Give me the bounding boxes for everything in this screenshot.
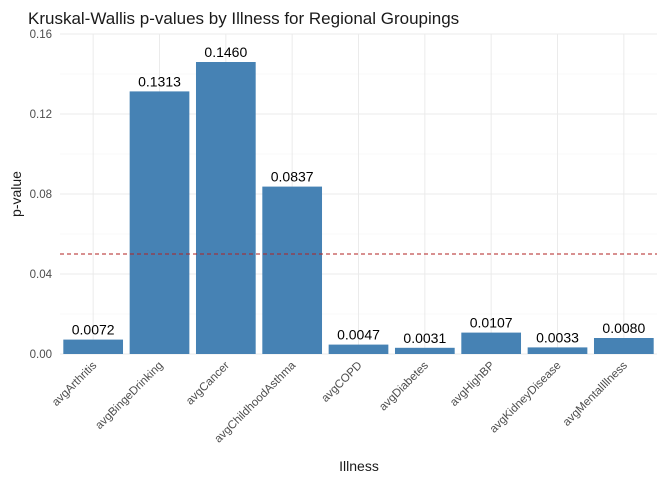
data-label: 0.0080 bbox=[602, 320, 645, 336]
bars bbox=[63, 62, 654, 355]
data-label: 0.1460 bbox=[204, 44, 247, 60]
x-tick-label: avgArthritis bbox=[50, 359, 99, 408]
x-tick-label: avgHighBP bbox=[448, 359, 497, 408]
x-tick-label: avgKidneyDisease bbox=[488, 360, 564, 436]
data-label: 0.0047 bbox=[337, 327, 380, 343]
data-label: 0.0031 bbox=[403, 330, 446, 346]
data-label: 0.0837 bbox=[271, 169, 314, 185]
data-label: 0.0072 bbox=[72, 322, 115, 338]
data-labels: 0.0072 0.1313 0.1460 0.0837 0.0047 0.0031 0.01… bbox=[72, 44, 646, 346]
bar bbox=[328, 344, 389, 354]
bar bbox=[63, 339, 124, 354]
bar bbox=[394, 347, 455, 354]
y-tick-label: 0.08 bbox=[30, 189, 52, 201]
data-label: 0.0107 bbox=[470, 315, 513, 331]
y-axis-label: p-value bbox=[8, 171, 24, 217]
bar bbox=[461, 332, 522, 354]
y-axis-ticks: 0.00 0.04 0.08 0.12 0.16 bbox=[30, 29, 53, 361]
x-tick-label: avgMentalIllness bbox=[561, 359, 630, 428]
data-label: 0.0033 bbox=[536, 329, 579, 345]
y-tick-label: 0.00 bbox=[30, 349, 52, 361]
bar bbox=[129, 91, 190, 355]
y-tick-label: 0.16 bbox=[30, 29, 52, 41]
x-tick-label: avgBingeDrinking bbox=[93, 360, 165, 432]
x-tick-label: avgDiabetes bbox=[377, 359, 431, 413]
x-axis-label: Illness bbox=[339, 458, 379, 474]
bar bbox=[593, 338, 654, 354]
chart-title: Kruskal-Wallis p-values by Illness for R… bbox=[28, 9, 459, 28]
data-label: 0.1313 bbox=[138, 73, 181, 89]
bar bbox=[262, 186, 323, 354]
bar bbox=[527, 347, 588, 354]
x-tick-label: avgCOPD bbox=[320, 360, 365, 405]
x-tick-label: avgCancer bbox=[184, 360, 232, 408]
y-tick-label: 0.04 bbox=[30, 269, 53, 281]
bar bbox=[195, 62, 256, 354]
y-tick-label: 0.12 bbox=[30, 109, 52, 121]
